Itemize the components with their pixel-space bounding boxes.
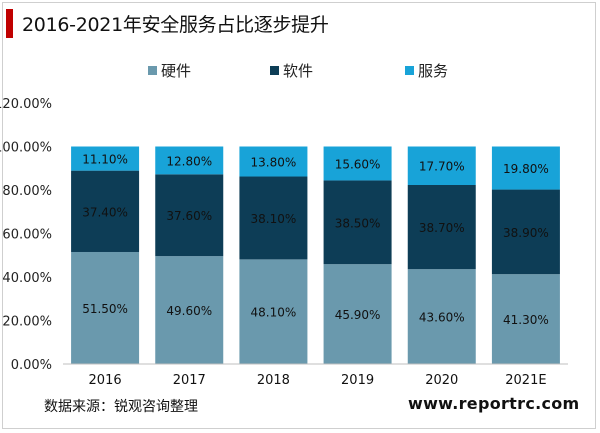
data-label: 43.60%	[419, 311, 465, 325]
data-label: 13.80%	[251, 156, 297, 170]
legend-label: 服务	[418, 62, 448, 80]
data-label: 37.60%	[166, 209, 212, 223]
x-tick-label: 2016	[89, 373, 122, 388]
data-label: 11.10%	[82, 153, 128, 167]
legend-label: 软件	[283, 62, 313, 80]
bar-hardware	[71, 251, 140, 364]
x-tick-label: 2019	[341, 373, 374, 388]
bar-software	[155, 174, 224, 257]
legend-swatch	[148, 66, 157, 75]
data-label: 37.40%	[82, 205, 128, 219]
x-tick-label: 2021E	[505, 373, 546, 388]
y-tick-label: 60.00%	[2, 228, 52, 243]
bar-hardware	[155, 256, 224, 364]
data-label: 38.90%	[503, 226, 549, 240]
y-tick-label: 20.00%	[2, 315, 52, 330]
bar-software	[71, 170, 140, 252]
bar-hardware	[491, 274, 560, 364]
bar-service	[491, 146, 560, 190]
data-label: 48.10%	[251, 306, 297, 320]
legend-swatch	[270, 66, 279, 75]
y-tick-label: 80.00%	[2, 184, 52, 199]
data-label: 38.50%	[335, 216, 381, 230]
legend-label: 硬件	[161, 62, 191, 80]
data-label: 38.70%	[419, 221, 465, 235]
title-accent-bar	[6, 9, 13, 38]
y-tick-label: 100.00%	[0, 141, 52, 156]
bar-software	[491, 189, 560, 275]
bar-hardware	[323, 264, 392, 364]
y-tick-label: 120.00%	[0, 97, 52, 112]
bar-software	[239, 176, 308, 260]
bar-software	[407, 184, 476, 270]
bar-service	[407, 146, 476, 185]
data-label: 45.90%	[335, 308, 381, 322]
x-tick-label: 2017	[173, 373, 206, 388]
x-tick-label: 2020	[425, 373, 458, 388]
chart-title: 2016-2021年安全服务占比逐步提升	[22, 14, 329, 36]
data-label: 49.60%	[166, 304, 212, 318]
bar-software	[323, 180, 392, 265]
data-label: 19.80%	[503, 162, 549, 176]
source-note: 数据来源：锐观咨询整理	[44, 399, 198, 415]
data-label: 38.10%	[251, 212, 297, 226]
data-label: 12.80%	[166, 154, 212, 168]
legend-swatch	[405, 66, 414, 75]
bar-hardware	[407, 269, 476, 364]
bar-service	[71, 146, 140, 171]
bar-service	[323, 146, 392, 181]
y-tick-label: 0.00%	[11, 358, 52, 373]
x-tick-label: 2018	[257, 373, 290, 388]
data-label: 15.60%	[335, 157, 381, 171]
bar-hardware	[239, 259, 308, 364]
bar-service	[239, 146, 308, 177]
data-label: 17.70%	[419, 160, 465, 174]
bar-service	[155, 146, 224, 175]
data-label: 51.50%	[82, 302, 128, 316]
data-label: 41.30%	[503, 313, 549, 327]
website-url: www.reportrc.com	[408, 394, 580, 413]
y-tick-label: 40.00%	[2, 271, 52, 286]
